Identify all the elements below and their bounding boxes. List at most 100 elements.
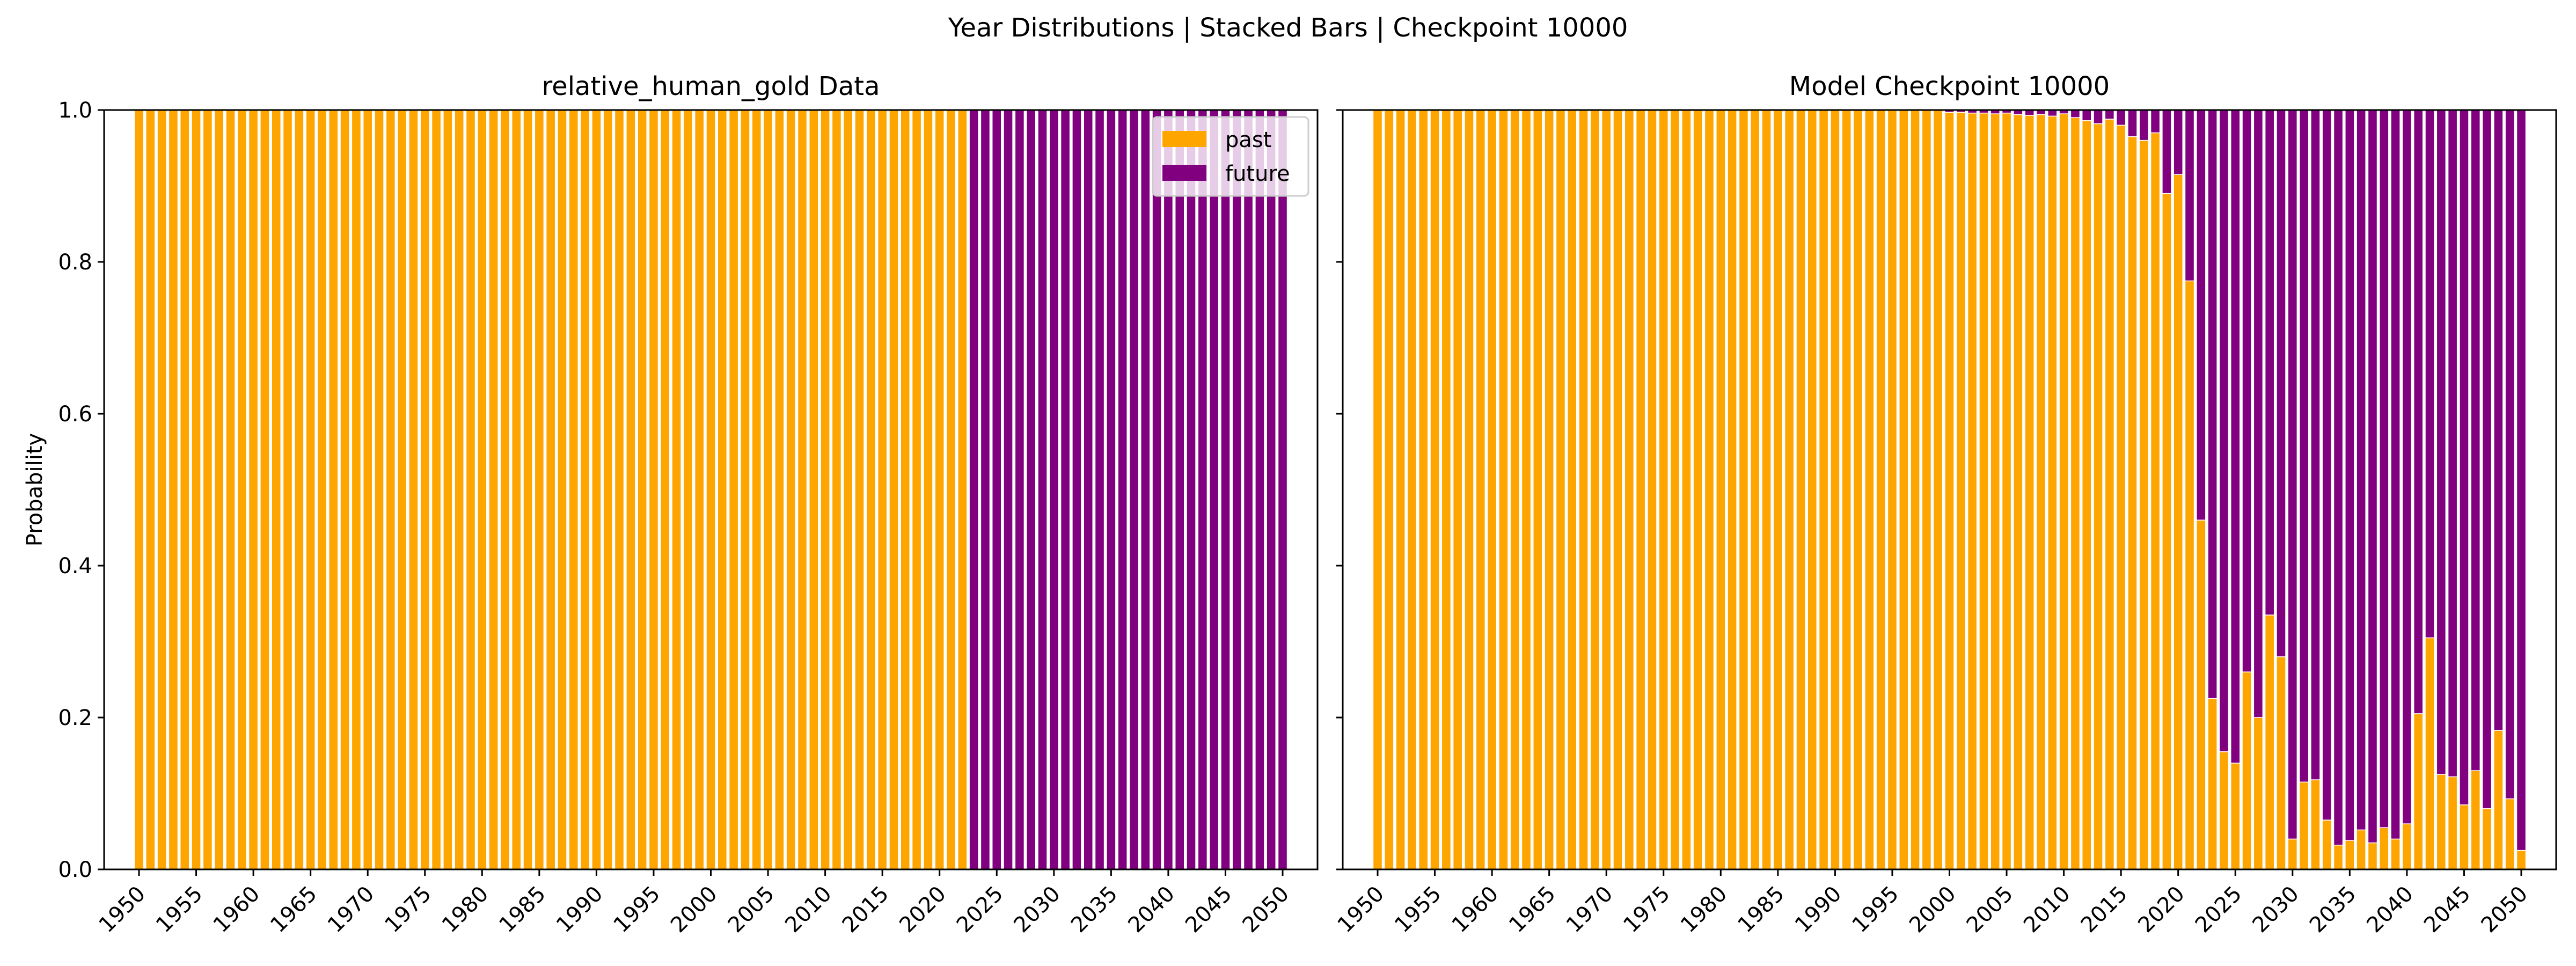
bar-past-2011: [2070, 117, 2081, 870]
bar-future-2040: [2402, 109, 2412, 824]
bar-past-1961: [260, 109, 270, 870]
bar-past-1994: [637, 109, 647, 870]
bar-past-1957: [214, 109, 224, 870]
right-panel-y-axis: [1336, 109, 1343, 870]
bar-past-1987: [1796, 109, 1806, 870]
bar-past-1957: [1452, 109, 1463, 870]
bar-past-1964: [294, 109, 304, 870]
left-panel-title: relative_human_gold Data: [542, 71, 880, 101]
bar-future-2050: [2516, 109, 2527, 851]
bar-future-2016: [2127, 109, 2138, 137]
bar-past-2003: [1979, 112, 1989, 870]
bar-past-2019: [923, 109, 933, 870]
bar-future-2033: [2322, 109, 2332, 821]
bar-past-2014: [866, 109, 876, 870]
bar-past-2018: [911, 109, 922, 870]
bar-past-1956: [1441, 109, 1452, 870]
bar-past-1974: [1647, 109, 1657, 870]
bar-past-1994: [1876, 109, 1886, 870]
bar-past-1975: [420, 109, 430, 870]
bar-future-2025: [991, 109, 1002, 870]
bar-future-2018: [2150, 109, 2161, 134]
bar-past-2021: [946, 109, 956, 870]
bar-past-1977: [1681, 109, 1692, 870]
bar-past-2038: [2379, 827, 2389, 870]
bar-past-1971: [1613, 109, 1623, 870]
bar-past-2022: [2196, 519, 2206, 870]
bar-past-2026: [2242, 671, 2252, 870]
bar-past-2001: [717, 109, 728, 870]
bar-future-2011: [2070, 109, 2081, 118]
bar-past-2029: [2276, 656, 2286, 870]
bar-past-1969: [1590, 109, 1600, 870]
bar-future-2044: [1209, 109, 1219, 870]
bar-future-2017: [2139, 109, 2149, 141]
bar-future-2037: [1129, 109, 1139, 870]
bar-past-2033: [2322, 819, 2332, 870]
bar-past-1963: [282, 109, 293, 870]
bar-past-1954: [1418, 109, 1429, 870]
bar-past-1981: [488, 109, 499, 870]
figure-title: Year Distributions | Stacked Bars | Chec…: [948, 13, 1628, 43]
legend-swatch-future: [1162, 165, 1206, 181]
y-tick-label: 0.0: [58, 858, 92, 882]
left-panel-y-axis: 0.0 0.2 0.4 0.6 0.8 1.0: [58, 98, 104, 882]
bar-future-2047: [1243, 109, 1254, 870]
bar-future-2021: [2184, 109, 2195, 282]
bar-past-1974: [408, 109, 419, 870]
bar-past-2005: [763, 109, 773, 870]
bar-future-2032: [1072, 109, 1082, 870]
bar-future-2047: [2482, 109, 2492, 809]
bar-future-2046: [2470, 109, 2481, 771]
bar-past-1968: [1578, 109, 1589, 870]
bar-past-1973: [397, 109, 407, 870]
bar-past-1992: [614, 109, 625, 870]
bar-past-1995: [1887, 109, 1898, 870]
bar-past-2006: [2013, 114, 2023, 870]
bar-future-2009: [2047, 109, 2058, 117]
bar-past-1977: [443, 109, 453, 870]
bar-past-1993: [1864, 109, 1875, 870]
bar-past-1978: [1693, 109, 1703, 870]
bar-past-2028: [2264, 614, 2275, 870]
bar-future-2033: [1083, 109, 1094, 870]
bar-future-2038: [2379, 109, 2389, 828]
bar-past-1987: [557, 109, 567, 870]
bar-past-1966: [317, 109, 327, 870]
bar-past-1972: [1624, 109, 1635, 870]
bar-future-2022: [2196, 109, 2206, 521]
bar-past-2017: [900, 109, 911, 870]
bar-past-2021: [2184, 280, 2195, 870]
bar-past-1952: [157, 109, 167, 870]
bar-past-1963: [1521, 109, 1532, 870]
bar-past-1954: [179, 109, 190, 870]
bar-past-1986: [545, 109, 556, 870]
bar-past-1985: [1773, 109, 1783, 870]
bar-past-1960: [1487, 109, 1497, 870]
bar-past-2015: [877, 109, 888, 870]
bar-future-2044: [2447, 109, 2458, 778]
bar-past-2000: [1944, 112, 1955, 870]
bar-future-2027: [2253, 109, 2264, 718]
bar-future-2030: [2287, 109, 2298, 840]
bar-past-1975: [1658, 109, 1669, 870]
bar-future-2042: [1186, 109, 1196, 870]
bar-past-1978: [454, 109, 464, 870]
bar-future-2048: [2493, 109, 2504, 731]
bar-past-2018: [2150, 132, 2161, 870]
bar-future-2027: [1014, 109, 1025, 870]
bar-past-2008: [2036, 114, 2046, 870]
bar-future-2030: [1049, 109, 1059, 870]
bar-past-1998: [683, 109, 693, 870]
bar-past-2008: [797, 109, 808, 870]
bar-past-1984: [1761, 109, 1772, 870]
bar-past-2012: [2081, 120, 2092, 870]
bar-past-1997: [1910, 109, 1920, 870]
bar-past-1972: [385, 109, 396, 870]
y-tick-label: 1.0: [58, 98, 92, 123]
bar-past-2024: [2219, 751, 2229, 870]
y-tick-label: 0.8: [58, 250, 92, 275]
bar-past-1959: [237, 109, 247, 870]
bar-future-2020: [2173, 109, 2183, 175]
